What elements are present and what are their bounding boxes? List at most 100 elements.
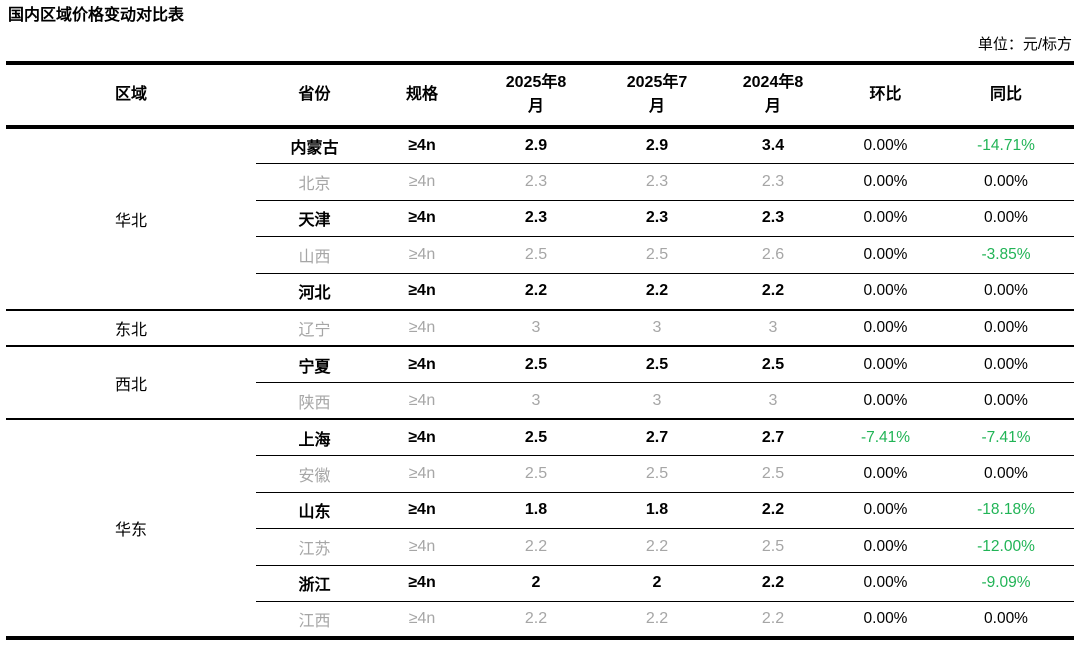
table-row: 东北 辽宁 ≥4n 3 3 3 0.00% 0.00% — [6, 309, 1074, 347]
region-cell: 华东 — [6, 419, 256, 639]
table-body: 华北 内蒙古 ≥4n 2.9 2.9 3.4 0.00% -14.71% 北京 ≥4n 2.3 2.3… — [6, 127, 1074, 639]
yoy-cell: 0.00% — [938, 309, 1074, 347]
price-jul2025-cell: 2.2 — [601, 601, 713, 639]
page-title: 国内区域价格变动对比表 — [8, 7, 185, 24]
spec-cell: ≥4n — [373, 565, 471, 602]
province-cell: 浙江 — [256, 565, 373, 602]
table-row: 山西 ≥4n 2.5 2.5 2.6 0.00% -3.85% — [6, 236, 1074, 274]
yoy-cell: 0.00% — [938, 455, 1074, 493]
province-cell: 山西 — [256, 236, 373, 274]
table-row: 河北 ≥4n 2.2 2.2 2.2 0.00% 0.00% — [6, 273, 1074, 311]
mom-cell: -7.41% — [833, 419, 938, 456]
price-aug2025-cell: 2.5 — [471, 236, 601, 274]
spec-cell: ≥4n — [373, 419, 471, 456]
price-jul2025-cell: 2.3 — [601, 163, 713, 201]
spec-cell: ≥4n — [373, 163, 471, 201]
price-aug2025-cell: 3 — [471, 309, 601, 347]
mom-cell: 0.00% — [833, 346, 938, 383]
price-aug2025-cell: 2.3 — [471, 200, 601, 237]
price-aug2024-cell: 2.3 — [713, 200, 833, 237]
price-aug2025-cell: 2.9 — [471, 127, 601, 164]
price-jul2025-cell: 2.5 — [601, 346, 713, 383]
region-cell: 华北 — [6, 127, 256, 311]
table-row: 北京 ≥4n 2.3 2.3 2.3 0.00% 0.00% — [6, 163, 1074, 201]
province-cell: 江苏 — [256, 528, 373, 566]
price-jul2025-cell: 1.8 — [601, 492, 713, 529]
mom-cell: 0.00% — [833, 455, 938, 493]
yoy-cell: -18.18% — [938, 492, 1074, 529]
mom-cell: 0.00% — [833, 127, 938, 164]
province-cell: 陕西 — [256, 382, 373, 420]
col-header-aug2025: 2025年8 月 — [471, 63, 601, 129]
spec-cell: ≥4n — [373, 236, 471, 274]
col-header-province: 省份 — [256, 63, 373, 129]
price-aug2025-cell: 2 — [471, 565, 601, 602]
spec-cell: ≥4n — [373, 382, 471, 420]
price-jul2025-cell: 2.9 — [601, 127, 713, 164]
mom-cell: 0.00% — [833, 528, 938, 566]
yoy-cell: 0.00% — [938, 273, 1074, 311]
region-cell: 东北 — [6, 309, 256, 347]
price-aug2025-cell: 2.3 — [471, 163, 601, 201]
price-comparison-table: 区域 省份 规格 2025年8 月 2025年7 月 2024年8 月 环比 同… — [6, 61, 1074, 640]
col-header-yoy: 同比 — [938, 63, 1074, 129]
mom-cell: 0.00% — [833, 309, 938, 347]
spec-cell: ≥4n — [373, 309, 471, 347]
price-aug2025-cell: 2.5 — [471, 419, 601, 456]
province-cell: 宁夏 — [256, 346, 373, 383]
table-row: 陕西 ≥4n 3 3 3 0.00% 0.00% — [6, 382, 1074, 420]
region-cell: 西北 — [6, 346, 256, 420]
price-jul2025-cell: 2.5 — [601, 236, 713, 274]
price-aug2024-cell: 2.2 — [713, 273, 833, 311]
yoy-cell: -7.41% — [938, 419, 1074, 456]
price-aug2024-cell: 2.3 — [713, 163, 833, 201]
table-row: 华北 内蒙古 ≥4n 2.9 2.9 3.4 0.00% -14.71% — [6, 127, 1074, 311]
province-cell: 内蒙古 — [256, 127, 373, 164]
table-row: 天津 ≥4n 2.3 2.3 2.3 0.00% 0.00% — [6, 200, 1074, 237]
spec-cell: ≥4n — [373, 492, 471, 529]
yoy-cell: 0.00% — [938, 200, 1074, 237]
mom-cell: 0.00% — [833, 163, 938, 201]
price-aug2025-cell: 3 — [471, 382, 601, 420]
price-aug2024-cell: 3 — [713, 309, 833, 347]
yoy-cell: -12.00% — [938, 528, 1074, 566]
price-aug2024-cell: 2.6 — [713, 236, 833, 274]
price-jul2025-cell: 2.3 — [601, 200, 713, 237]
price-aug2025-cell: 1.8 — [471, 492, 601, 529]
table-row: 江西 ≥4n 2.2 2.2 2.2 0.00% 0.00% — [6, 601, 1074, 639]
price-jul2025-cell: 3 — [601, 382, 713, 420]
col-header-mom: 环比 — [833, 63, 938, 129]
price-aug2024-cell: 2.5 — [713, 528, 833, 566]
col-header-region: 区域 — [6, 63, 256, 129]
yoy-cell: 0.00% — [938, 346, 1074, 383]
price-aug2024-cell: 2.5 — [713, 455, 833, 493]
spec-cell: ≥4n — [373, 200, 471, 237]
price-jul2025-cell: 3 — [601, 309, 713, 347]
spec-cell: ≥4n — [373, 273, 471, 311]
province-cell: 辽宁 — [256, 309, 373, 347]
mom-cell: 0.00% — [833, 236, 938, 274]
mom-cell: 0.00% — [833, 382, 938, 420]
province-cell: 河北 — [256, 273, 373, 311]
price-jul2025-cell: 2.2 — [601, 273, 713, 311]
mom-cell: 0.00% — [833, 565, 938, 602]
price-aug2024-cell: 2.7 — [713, 419, 833, 456]
price-aug2025-cell: 2.5 — [471, 346, 601, 383]
col-header-spec: 规格 — [373, 63, 471, 129]
spec-cell: ≥4n — [373, 346, 471, 383]
province-cell: 安徽 — [256, 455, 373, 493]
price-aug2024-cell: 2.2 — [713, 565, 833, 602]
spec-cell: ≥4n — [373, 528, 471, 566]
col-header-jul2025: 2025年7 月 — [601, 63, 713, 129]
province-cell: 天津 — [256, 200, 373, 237]
table-row: 安徽 ≥4n 2.5 2.5 2.5 0.00% 0.00% — [6, 455, 1074, 493]
page: 国内区域价格变动对比表 单位：元/标方 区域 省份 规格 2025年8 月 20… — [6, 5, 1074, 640]
price-aug2025-cell: 2.2 — [471, 601, 601, 639]
yoy-cell: 0.00% — [938, 382, 1074, 420]
header-row: 区域 省份 规格 2025年8 月 2025年7 月 2024年8 月 环比 同… — [6, 63, 1074, 129]
yoy-cell: -14.71% — [938, 127, 1074, 164]
spec-cell: ≥4n — [373, 601, 471, 639]
table-row: 浙江 ≥4n 2 2 2.2 0.00% -9.09% — [6, 565, 1074, 602]
price-aug2024-cell: 2.2 — [713, 601, 833, 639]
province-cell: 山东 — [256, 492, 373, 529]
